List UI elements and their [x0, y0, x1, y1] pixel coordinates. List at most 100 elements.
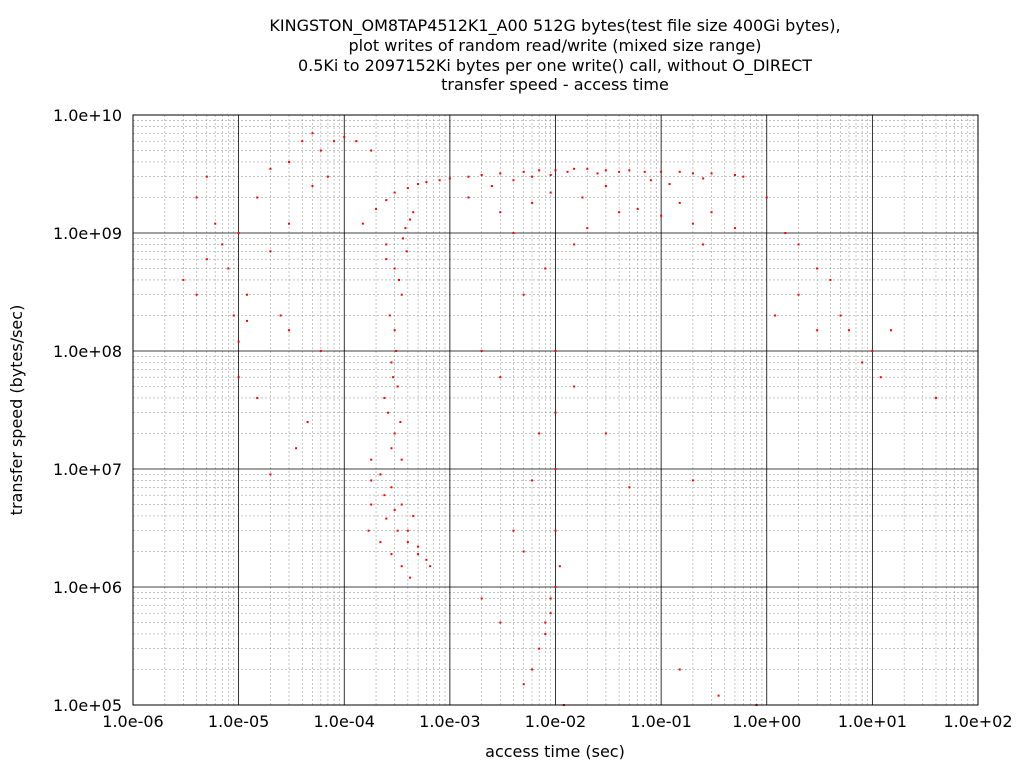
data-point: [499, 621, 502, 624]
data-point: [205, 258, 208, 261]
data-point: [383, 494, 386, 497]
data-point: [393, 191, 396, 194]
data-point: [387, 411, 390, 414]
data-point: [214, 222, 217, 225]
data-point: [319, 350, 322, 352]
data-point: [400, 503, 403, 506]
data-point: [361, 222, 364, 225]
data-point: [660, 170, 663, 173]
data-point: [385, 199, 388, 202]
y-tick-label: 1.0e+07: [53, 460, 122, 479]
major-gridlines: [133, 115, 978, 705]
data-point: [668, 183, 671, 186]
data-point: [618, 211, 621, 214]
x-tick-label: 1.0e-02: [525, 712, 586, 731]
data-point: [512, 529, 515, 532]
data-point: [400, 293, 403, 296]
x-tick-label: 1.0e+00: [732, 712, 801, 731]
data-point: [269, 167, 272, 170]
data-point: [480, 597, 483, 600]
data-point: [774, 314, 777, 317]
data-point: [549, 174, 552, 177]
data-point: [390, 553, 393, 556]
data-point: [370, 503, 373, 506]
data-point: [733, 227, 736, 230]
data-point: [367, 529, 370, 532]
data-point: [227, 267, 230, 270]
data-point: [205, 175, 208, 178]
data-point: [643, 170, 646, 173]
data-point: [288, 222, 291, 225]
data-point: [412, 211, 415, 214]
data-point: [512, 179, 515, 182]
data-point: [538, 647, 541, 650]
data-point: [702, 243, 705, 246]
data-point: [480, 350, 483, 352]
data-point: [691, 222, 694, 225]
data-point: [839, 314, 842, 317]
data-point: [406, 529, 409, 532]
data-point: [797, 293, 800, 296]
data-points: [182, 132, 937, 706]
data-point: [480, 174, 483, 177]
x-tick-label: 1.0e-06: [102, 712, 163, 731]
data-point: [660, 214, 663, 217]
data-point: [573, 243, 576, 246]
x-tick-label: 1.0e-03: [419, 712, 480, 731]
data-point: [379, 473, 382, 476]
y-tick-label: 1.0e+06: [53, 578, 122, 597]
data-point: [710, 172, 713, 175]
data-point: [702, 177, 705, 180]
data-point: [549, 597, 552, 600]
data-point: [319, 149, 322, 152]
data-point: [554, 411, 557, 414]
data-point: [618, 170, 621, 173]
data-point: [566, 170, 569, 173]
data-point: [829, 278, 832, 281]
data-point: [425, 181, 428, 184]
data-point: [710, 211, 713, 214]
data-point: [586, 227, 589, 230]
data-point: [245, 293, 248, 296]
data-point: [269, 473, 272, 476]
data-point: [522, 550, 525, 553]
data-point: [604, 169, 607, 172]
data-point: [388, 314, 391, 317]
data-point: [237, 340, 240, 343]
data-point: [396, 529, 399, 532]
x-tick-label: 1.0e+02: [943, 712, 1012, 731]
data-point: [742, 175, 745, 178]
data-point: [678, 170, 681, 173]
data-point: [581, 196, 584, 199]
x-tick-label: 1.0e-04: [314, 712, 375, 731]
data-point: [379, 541, 382, 544]
plot-frame: [132, 114, 979, 706]
data-point: [390, 447, 393, 450]
data-point: [288, 329, 291, 332]
data-point: [847, 329, 850, 332]
data-point: [390, 486, 393, 489]
data-point: [554, 350, 557, 352]
data-point: [400, 565, 403, 568]
y-axis-label: transfer speed (bytes/sec): [7, 305, 26, 516]
data-point: [370, 458, 373, 461]
data-point: [383, 396, 386, 399]
data-point: [370, 479, 373, 482]
data-point: [797, 243, 800, 246]
data-point: [288, 160, 291, 163]
data-point: [871, 350, 874, 352]
data-point: [385, 258, 388, 261]
data-point: [544, 267, 547, 270]
data-point: [409, 576, 412, 579]
data-point: [531, 175, 534, 178]
data-point: [628, 169, 631, 172]
data-point: [221, 243, 224, 246]
data-point: [678, 201, 681, 204]
x-tick-label: 1.0e-05: [208, 712, 269, 731]
data-point: [182, 278, 185, 281]
x-tick-label: 1.0e-01: [630, 712, 691, 731]
data-point: [628, 486, 631, 489]
data-point: [417, 553, 420, 556]
data-point: [531, 201, 534, 204]
